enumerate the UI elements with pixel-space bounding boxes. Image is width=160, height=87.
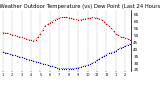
Title: Milwaukee Weather Outdoor Temperature (vs) Dew Point (Last 24 Hours): Milwaukee Weather Outdoor Temperature (v… bbox=[0, 4, 160, 9]
